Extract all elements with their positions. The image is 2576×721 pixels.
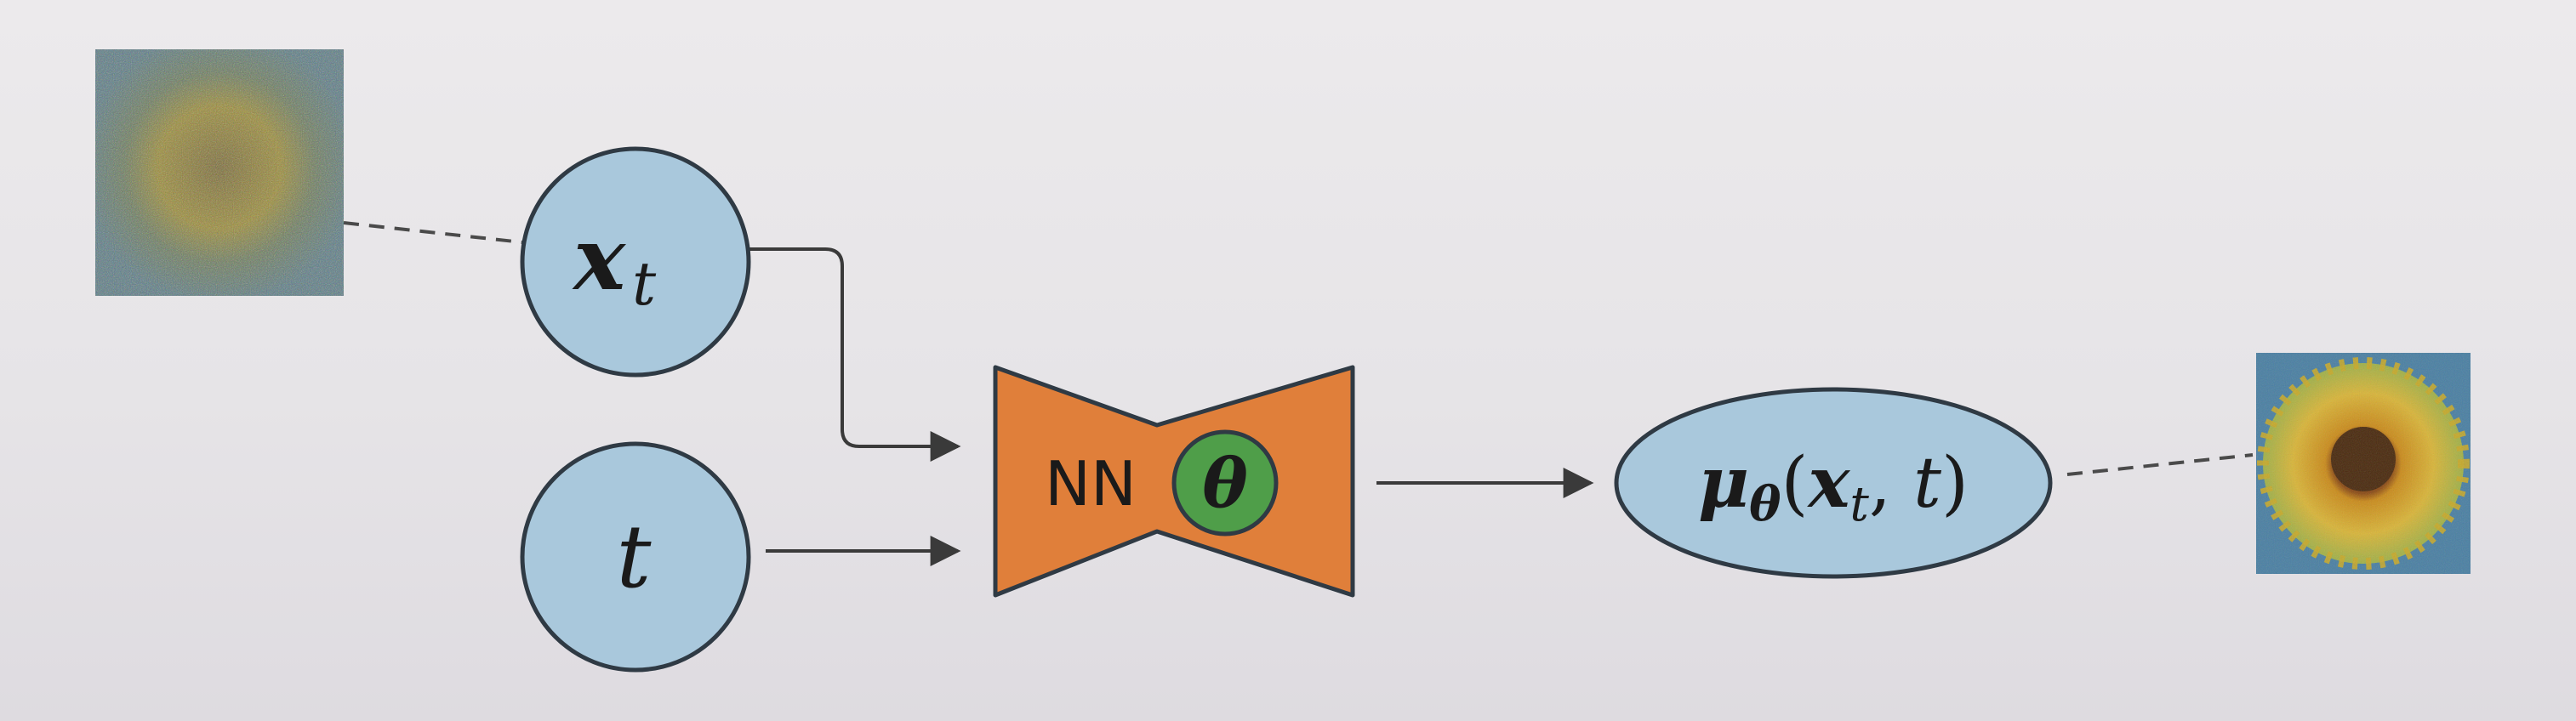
- close-paren: ): [1941, 443, 1969, 524]
- denoised-output-image: [2256, 353, 2471, 574]
- noisy-input-image: [95, 49, 344, 296]
- dashed-link-input: [343, 221, 523, 244]
- nn-label: NN: [1045, 448, 1137, 519]
- arg-t: t: [1913, 443, 1942, 524]
- xt-symbol: x: [572, 208, 626, 310]
- mu-subscript-theta: θ: [1749, 476, 1781, 532]
- mu-symbol: μ: [1698, 442, 1749, 524]
- xt-subscript: t: [632, 249, 657, 319]
- edge-xt-to-network: [749, 247, 961, 462]
- parameter-node-theta: θ: [1171, 429, 1279, 536]
- comma: ,: [1869, 443, 1913, 524]
- arg-x: x: [1806, 442, 1850, 524]
- output-expression: μθ(xt, t): [1698, 442, 1969, 532]
- node-t: t: [520, 441, 751, 673]
- node-xt: x t: [520, 146, 751, 378]
- dashed-link-output: [2066, 453, 2254, 476]
- node-output-mu: μθ(xt, t): [1614, 387, 2053, 579]
- arg-x-subscript: t: [1849, 477, 1869, 532]
- neural-network-block: NN θ: [993, 365, 1355, 598]
- t-symbol: t: [617, 507, 653, 608]
- open-paren: (: [1781, 443, 1808, 524]
- theta-symbol: θ: [1202, 443, 1248, 523]
